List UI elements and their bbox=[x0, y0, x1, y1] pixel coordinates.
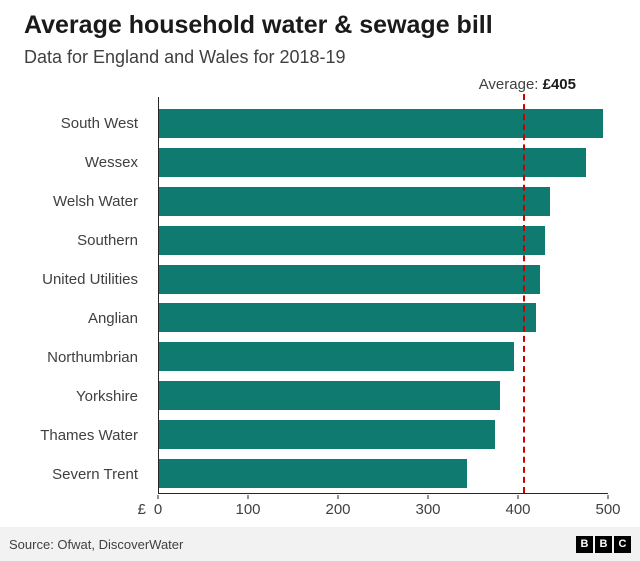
bar-row bbox=[158, 182, 608, 221]
bbc-logo-block: B bbox=[576, 535, 593, 553]
source-text: Source: Ofwat, DiscoverWater bbox=[9, 536, 184, 552]
category-label: Anglian bbox=[87, 310, 138, 327]
category-label: Southern bbox=[77, 232, 138, 249]
bar-row bbox=[158, 299, 608, 338]
x-tick-label: 100 bbox=[235, 501, 261, 518]
x-tick-mark bbox=[157, 495, 159, 499]
x-axis-ticks: 0 100 200 300 400 500 bbox=[154, 494, 621, 520]
bar bbox=[158, 342, 514, 372]
axis-unit-label: £ bbox=[137, 501, 146, 518]
bbc-logo-block: C bbox=[614, 535, 631, 553]
bar-row bbox=[158, 221, 608, 260]
x-tick-mark bbox=[517, 495, 519, 499]
x-tick-label: 200 bbox=[325, 501, 351, 518]
bar bbox=[158, 186, 550, 216]
bar bbox=[158, 108, 603, 138]
chart-title: Average household water & sewage bill bbox=[24, 11, 493, 39]
plot-area bbox=[158, 94, 608, 494]
category-label: Severn Trent bbox=[52, 466, 138, 483]
x-tick-mark bbox=[247, 495, 249, 499]
bar bbox=[158, 459, 467, 489]
category-labels: South West Wessex Welsh Water Southern Unite… bbox=[0, 104, 148, 494]
bar bbox=[158, 381, 500, 411]
bar bbox=[158, 264, 540, 294]
category-label: Welsh Water bbox=[52, 193, 138, 210]
chart-subtitle: Data for England and Wales for 2018-19 bbox=[24, 47, 346, 67]
category-label: Thames Water bbox=[40, 427, 138, 444]
footer: Source: Ofwat, DiscoverWater B B C bbox=[0, 527, 640, 561]
x-tick-label: 500 bbox=[595, 501, 621, 518]
average-line bbox=[522, 94, 525, 493]
average-annotation: Average: £405 bbox=[479, 76, 576, 93]
bar-row bbox=[158, 104, 608, 143]
x-tick-label: 300 bbox=[415, 501, 441, 518]
bar-row bbox=[158, 454, 608, 493]
category-label: Northumbrian bbox=[47, 349, 138, 366]
bar bbox=[158, 420, 495, 450]
x-tick-label: 400 bbox=[505, 501, 531, 518]
bbc-logo-block: B bbox=[595, 535, 612, 553]
bar-row bbox=[158, 260, 608, 299]
bar bbox=[158, 147, 587, 177]
bar-row bbox=[158, 143, 608, 182]
category-label: South West bbox=[60, 115, 138, 132]
category-label: Wessex bbox=[84, 154, 138, 171]
bar-row bbox=[158, 415, 608, 454]
x-tick-mark bbox=[337, 495, 339, 499]
bar bbox=[158, 225, 545, 255]
x-tick-label: 0 bbox=[153, 501, 163, 518]
x-tick-mark bbox=[427, 495, 429, 499]
average-value: £405 bbox=[542, 76, 576, 93]
bar-row bbox=[158, 376, 608, 415]
average-label: Average: bbox=[478, 76, 539, 93]
x-tick-mark bbox=[607, 495, 609, 499]
category-label: Yorkshire bbox=[76, 388, 138, 405]
bar-row bbox=[158, 337, 608, 376]
y-axis-line bbox=[158, 97, 159, 493]
bbc-logo: B B C bbox=[576, 535, 631, 553]
bar bbox=[158, 303, 536, 333]
category-label: United Utilities bbox=[42, 271, 138, 288]
